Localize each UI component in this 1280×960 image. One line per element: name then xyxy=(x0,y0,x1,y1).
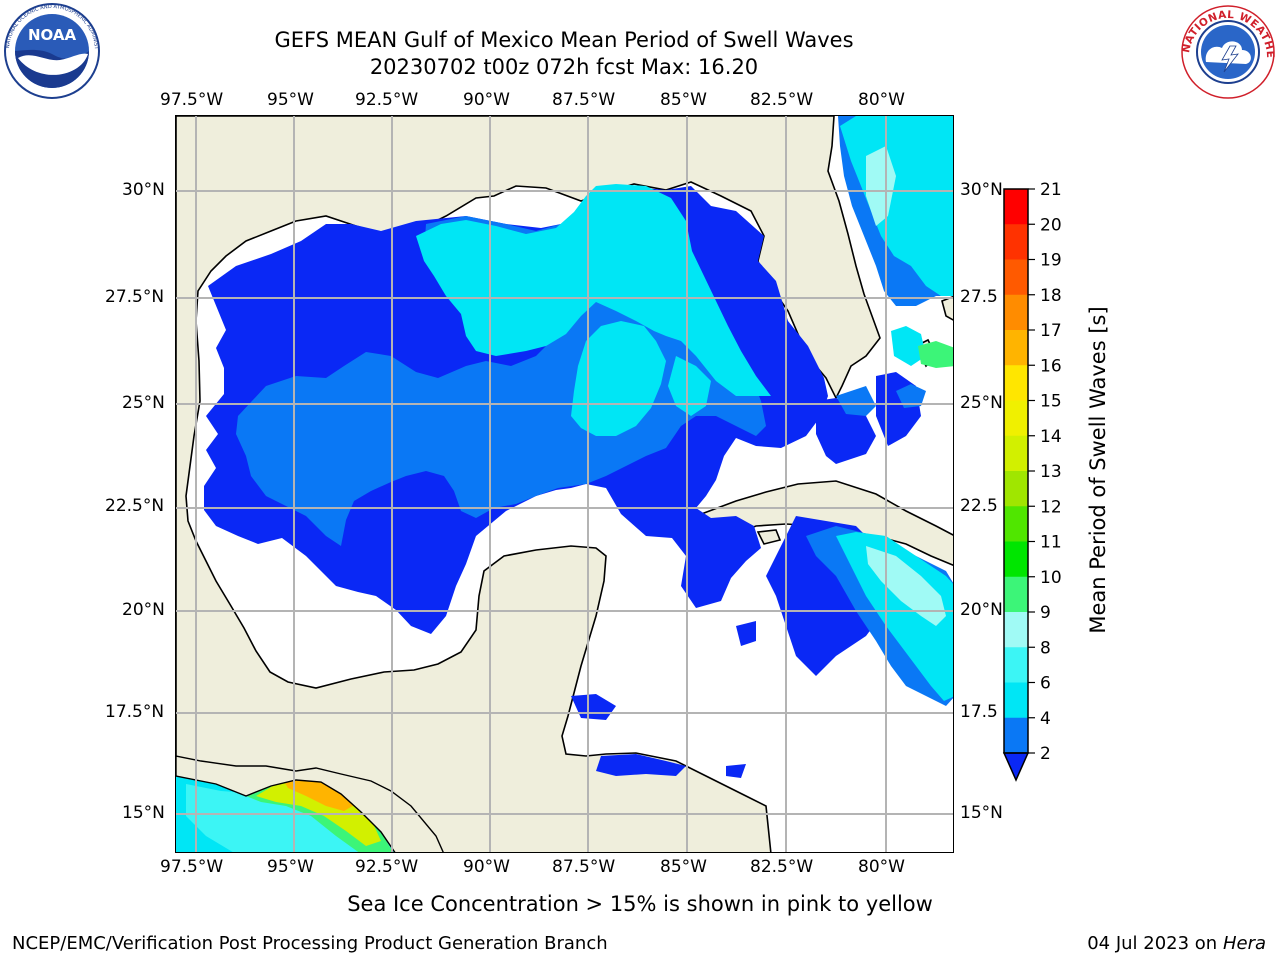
lat-label-left: 20°N xyxy=(122,600,165,620)
map-plot xyxy=(175,115,954,853)
colorbar-segment xyxy=(1004,365,1028,401)
lon-label-top: 85°W xyxy=(660,90,707,110)
lon-label-bottom: 82.5°W xyxy=(750,857,814,877)
colorbar-extend-arrow xyxy=(1002,752,1030,782)
chart-title: GEFS MEAN Gulf of Mexico Mean Period of … xyxy=(274,28,854,52)
lon-label-bottom: 80°W xyxy=(858,857,905,877)
colorbar-segment xyxy=(1004,506,1028,542)
lat-label-right: 30°N xyxy=(960,180,1003,200)
lat-label-left: 22.5°N xyxy=(105,496,165,516)
chart-subtitle: 20230702 t00z 072h fcst Max: 16.20 xyxy=(369,55,759,79)
land-isla-juventud xyxy=(756,529,782,545)
lon-label-top: 95°W xyxy=(267,90,314,110)
field-period-9-10 xyxy=(918,341,953,368)
graticule xyxy=(176,116,953,852)
colorbar: 2 4 6 8 9 10 11 12 13 14 15 16 17 18 19 20 21 xyxy=(995,180,1115,790)
lat-label-right: 20°N xyxy=(960,600,1003,620)
lat-label-left: 15°N xyxy=(122,803,165,823)
colorbar-tick-label: 20 xyxy=(1040,215,1062,235)
colorbar-segment xyxy=(1004,717,1028,754)
lon-label-bottom: 87.5°W xyxy=(552,857,616,877)
colorbar-tick-label: 16 xyxy=(1040,356,1062,376)
noaa-logo-text: NOAA xyxy=(28,26,77,44)
colorbar-segment xyxy=(1004,647,1028,683)
colorbar-segment xyxy=(1004,576,1028,613)
lat-label-right: 25°N xyxy=(960,393,1003,413)
colorbar-tick-label: 2 xyxy=(1040,744,1051,764)
colorbar-segment xyxy=(1004,400,1028,437)
colorbar-segment xyxy=(1004,682,1028,719)
colorbar-segment xyxy=(1004,435,1028,472)
lon-label-top: 97.5°W xyxy=(160,90,224,110)
colorbar-segment xyxy=(1004,541,1028,578)
colorbar-segment xyxy=(1004,224,1028,260)
credit-text: NCEP/EMC/Verification Post Processing Pr… xyxy=(12,933,608,954)
lon-label-top: 87.5°W xyxy=(552,90,616,110)
host-name: Hera xyxy=(1222,933,1266,954)
lat-label-left: 30°N xyxy=(122,180,165,200)
colorbar-tick-label: 18 xyxy=(1040,286,1062,306)
colorbar-tick-label: 15 xyxy=(1040,392,1062,412)
lat-label-left: 17.5°N xyxy=(105,702,165,722)
lat-label-right: 27.5 xyxy=(960,287,998,307)
lon-label-bottom: 95°W xyxy=(267,857,314,877)
colorbar-tick-label: 6 xyxy=(1040,674,1051,694)
lat-label-right: 15°N xyxy=(960,803,1003,823)
colorbar-tick-label: 10 xyxy=(1040,568,1062,588)
lat-label-right: 17.5 xyxy=(960,702,998,722)
ice-note: Sea Ice Concentration > 15% is shown in … xyxy=(347,892,933,916)
field-period-6-8 xyxy=(416,116,953,701)
colorbar-segment xyxy=(1004,189,1028,225)
noaa-logo: NOAA NATIONAL OCEANIC AND ATMOSPHERIC AD… xyxy=(0,0,106,102)
colorbar-tick-label: 21 xyxy=(1040,180,1062,200)
colorbar-tick-label: 12 xyxy=(1040,497,1062,517)
lon-label-bottom: 97.5°W xyxy=(160,857,224,877)
colorbar-tick-label: 8 xyxy=(1040,638,1051,658)
lat-label-right: 22.5 xyxy=(960,496,998,516)
colorbar-tick-label: 14 xyxy=(1040,427,1062,447)
colorbar-segment xyxy=(1004,612,1028,648)
colorbar-segment xyxy=(1004,471,1028,507)
lon-label-bottom: 92.5°W xyxy=(355,857,419,877)
colorbar-segment xyxy=(1004,259,1028,296)
nws-logo: NATIONAL WEATHER SERVICE xyxy=(1172,0,1280,100)
lat-label-left: 27.5°N xyxy=(105,287,165,307)
colorbar-tick-label: 9 xyxy=(1040,603,1051,623)
lon-label-bottom: 90°W xyxy=(463,857,510,877)
date-credit: 04 Jul 2023 on Hera xyxy=(1087,933,1266,954)
colorbar-tick-label: 13 xyxy=(1040,462,1062,482)
colorbar-segment xyxy=(1004,330,1028,366)
lon-label-bottom: 85°W xyxy=(660,857,707,877)
colorbar-tick-label: 11 xyxy=(1040,533,1062,553)
lon-label-top: 92.5°W xyxy=(355,90,419,110)
colorbar-tick-label: 19 xyxy=(1040,251,1062,271)
colorbar-tick-label: 4 xyxy=(1040,709,1051,729)
colorbar-label: Mean Period of Swell Waves [s] xyxy=(1086,306,1110,634)
lon-label-top: 82.5°W xyxy=(750,90,814,110)
lon-label-top: 90°W xyxy=(463,90,510,110)
lon-label-top: 80°W xyxy=(858,90,905,110)
land-bahamas-2 xyxy=(941,295,953,321)
colorbar-segment xyxy=(1004,294,1028,331)
lat-label-left: 25°N xyxy=(122,393,165,413)
colorbar-tick-label: 17 xyxy=(1040,321,1062,341)
date-text: 04 Jul 2023 on xyxy=(1087,933,1223,954)
